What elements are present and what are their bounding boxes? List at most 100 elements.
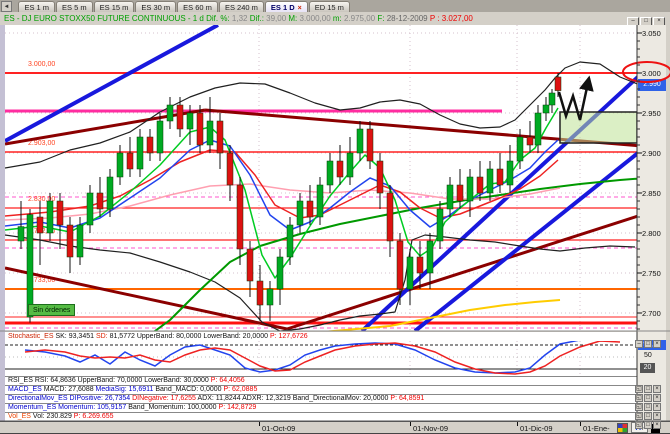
tab-scroll-left-button[interactable]: ◄: [1, 1, 12, 12]
indicator-row-rsi-text: RSI_ES RSI: 64,8636 UpperBand: 70,0000 L…: [8, 377, 211, 384]
indicator-row-directionalmov-text: DIPositive: 26,7354: [69, 395, 133, 402]
symbol-info-segment: M:: [288, 14, 300, 23]
y-axis-label: 2.800: [642, 229, 661, 238]
symbol-info-segment: 2.975,00: [343, 14, 378, 23]
x-axis-tick: [517, 422, 518, 426]
indicator-row-vol: Vol_ES Vol: 230.829 P: 6.269.655: [5, 412, 637, 421]
stoch-pane-close-button[interactable]: ×: [653, 340, 661, 348]
indicator-row-vol-text: Vol_ES: [8, 413, 33, 420]
tab-bar: ◄ ES 1 m ES 5 m ES 15 m ES 30 m ES 60 m ES 24…: [0, 0, 670, 12]
left-resize-strip: [0, 25, 5, 421]
indicator-row-vol-text: P: 6.269.655: [73, 413, 114, 420]
indicator-row-directionalmov: DirectionalMov_ES DIPositive: 26,7354 DI…: [5, 394, 637, 403]
indicator-row-directionalmov-text: ADX: 11,8244 ADXR: 12,3219 Band_Directio…: [197, 395, 391, 402]
stochastic-info-segment: SK: 93,3451: [55, 333, 96, 340]
indicator-row-vol-text: Vol: 230.829: [32, 413, 74, 420]
indicator-row-momentum-text: P: 142,8729: [218, 404, 257, 411]
stochastic-info-segment: UpperBand: 80,0000 LowerBand: 20,0000: [136, 333, 270, 340]
indicator-row-momentum-text: Band_Momentum: 100,0000: [128, 404, 219, 411]
stoch-value-tag: 93,35: [638, 340, 666, 350]
tab-es-240-m[interactable]: ES 240 m: [218, 1, 264, 12]
tab-es-5-m[interactable]: ES 5 m: [56, 1, 93, 12]
symbol-info-segment: 28-12-2009: [386, 14, 430, 23]
stochastic-info-segment: Stochastic_ES: [8, 333, 56, 340]
chart-properties-icon[interactable]: [617, 423, 628, 433]
stoch-lower-tag: 20: [640, 363, 655, 373]
indicator-row-directionalmov-text: P: 64,8591: [390, 395, 425, 402]
tab-close-icon[interactable]: ×: [297, 5, 302, 12]
indicator-row-rsi-controls: ◱ □ ×: [634, 377, 661, 395]
indicator-row-vol-close-button[interactable]: ×: [653, 421, 661, 429]
y-axis-label: 2.700: [642, 309, 661, 318]
indicator-row-directionalmov-maximize-button[interactable]: □: [644, 403, 652, 411]
no-orders-badge: Sin órdenes: [28, 304, 76, 316]
indicator-row-macd: MACD_ES MACD: 27,6088 MediaSig: 15,6911 …: [5, 385, 637, 394]
stoch-pane-controls: – □ ×: [634, 332, 661, 350]
tab-es-30-m[interactable]: ES 30 m: [135, 1, 177, 12]
tab-es-60-m[interactable]: ES 60 m: [177, 1, 218, 12]
indicator-row-momentum-controls: ◱ □ ×: [634, 404, 661, 422]
y-axis-label: 2.750: [642, 269, 661, 278]
indicator-row-directionalmov-text: DINegative: 17,6255: [132, 395, 198, 402]
stochastic-info-segment: SD:: [95, 333, 110, 340]
indicator-row-momentum-maximize-button[interactable]: □: [644, 412, 652, 420]
tab-es-15-m[interactable]: ES 15 m: [93, 1, 135, 12]
stoch-mid-label: 50: [644, 352, 652, 359]
window-right-edge: [666, 25, 670, 421]
indicator-row-directionalmov-controls: ◱ □ ×: [634, 395, 661, 413]
indicator-row-momentum-restore-button[interactable]: ◱: [635, 412, 643, 420]
indicator-row-macd-restore-button[interactable]: ◱: [635, 394, 643, 402]
indicator-row-macd-controls: ◱ □ ×: [634, 386, 661, 404]
symbol-info-segment: F:: [377, 14, 387, 23]
y-axis-label: 2.950: [642, 109, 661, 118]
symbol-info-segment: P :: [429, 14, 442, 23]
symbol-info-segment: 39,00: [266, 14, 289, 23]
x-axis-label: 01-Oct-09: [262, 424, 296, 433]
indicator-row-momentum-text: Momentum_ES Momentum: 105,9157: [8, 404, 129, 411]
stoch-pane-restore-button[interactable]: –: [635, 340, 643, 348]
indicator-row-momentum: Momentum_ES Momentum: 105,9157 Band_Mome…: [5, 403, 637, 412]
symbol-info-segment: m:: [332, 14, 344, 23]
x-axis-label: 01-Ene-: [583, 424, 610, 433]
indicator-row-momentum-close-button[interactable]: ×: [653, 412, 661, 420]
x-axis-tick: [580, 422, 581, 426]
stochastic-info-segment: P: 127,6726: [269, 333, 308, 340]
indicator-row-directionalmov-text: DirectionalMov_ES: [8, 395, 70, 402]
indicator-row-rsi-maximize-button[interactable]: □: [644, 385, 652, 393]
tab-es-1-m[interactable]: ES 1 m: [18, 1, 56, 12]
indicator-row-macd-text: MACD_ES: [8, 386, 44, 393]
indicator-row-vol-controls: ◱ □ ×: [634, 413, 661, 431]
indicator-row-directionalmov-restore-button[interactable]: ◱: [635, 403, 643, 411]
y-axis-label: 2.900: [642, 149, 661, 158]
indicator-row-vol-maximize-button[interactable]: □: [644, 421, 652, 429]
indicator-row-rsi-close-button[interactable]: ×: [653, 385, 661, 393]
indicator-row-macd-text: P: 62,0885: [223, 386, 258, 393]
price-axis-column: [637, 25, 666, 421]
x-axis-label: 01-Dic-09: [520, 424, 553, 433]
tab-ed-15-m[interactable]: ED 15 m: [308, 1, 350, 12]
symbol-info-segment: Dif.:: [249, 14, 267, 23]
indicator-row-macd-text: MediaSig: 15,6911: [95, 386, 156, 393]
indicator-row-directionalmov-close-button[interactable]: ×: [653, 403, 661, 411]
y-axis-label: 3.050: [642, 29, 661, 38]
indicator-row-rsi-restore-button[interactable]: ◱: [635, 385, 643, 393]
chart-plot-area[interactable]: [5, 25, 637, 331]
last-price-tag: 2.990: [638, 79, 666, 91]
indicator-row-macd-close-button[interactable]: ×: [653, 394, 661, 402]
tab-es-1-d[interactable]: ES 1 D ×: [264, 1, 308, 12]
symbol-info-bar: ES - DJ EURO STOXX50 FUTURE CONTINUOUS -…: [0, 12, 670, 26]
symbol-info-segment: 1,32: [231, 14, 250, 23]
indicator-row-vol-restore-button[interactable]: ◱: [635, 421, 643, 429]
stoch-pane-maximize-button[interactable]: □: [644, 340, 652, 348]
indicator-row-macd-maximize-button[interactable]: □: [644, 394, 652, 402]
stochastic-info-text: Stochastic_ES SK: 93,3451 SD: 81,5772 Up…: [8, 333, 308, 340]
symbol-info-segment: 3.000,00: [299, 14, 333, 23]
y-axis-label: 3.000: [642, 69, 661, 78]
symbol-info-segment: 3.027,00: [441, 14, 473, 23]
indicator-row-rsi-text: P: 64,4056: [210, 377, 245, 384]
symbol-info-segment: ES - DJ EURO STOXX50 FUTURE CONTINUOUS -…: [4, 14, 232, 23]
stochastic-info-segment: 81,5772: [109, 333, 137, 340]
indicator-row-rsi: RSI_ES RSI: 64,8636 UpperBand: 70,0000 L…: [5, 376, 637, 385]
